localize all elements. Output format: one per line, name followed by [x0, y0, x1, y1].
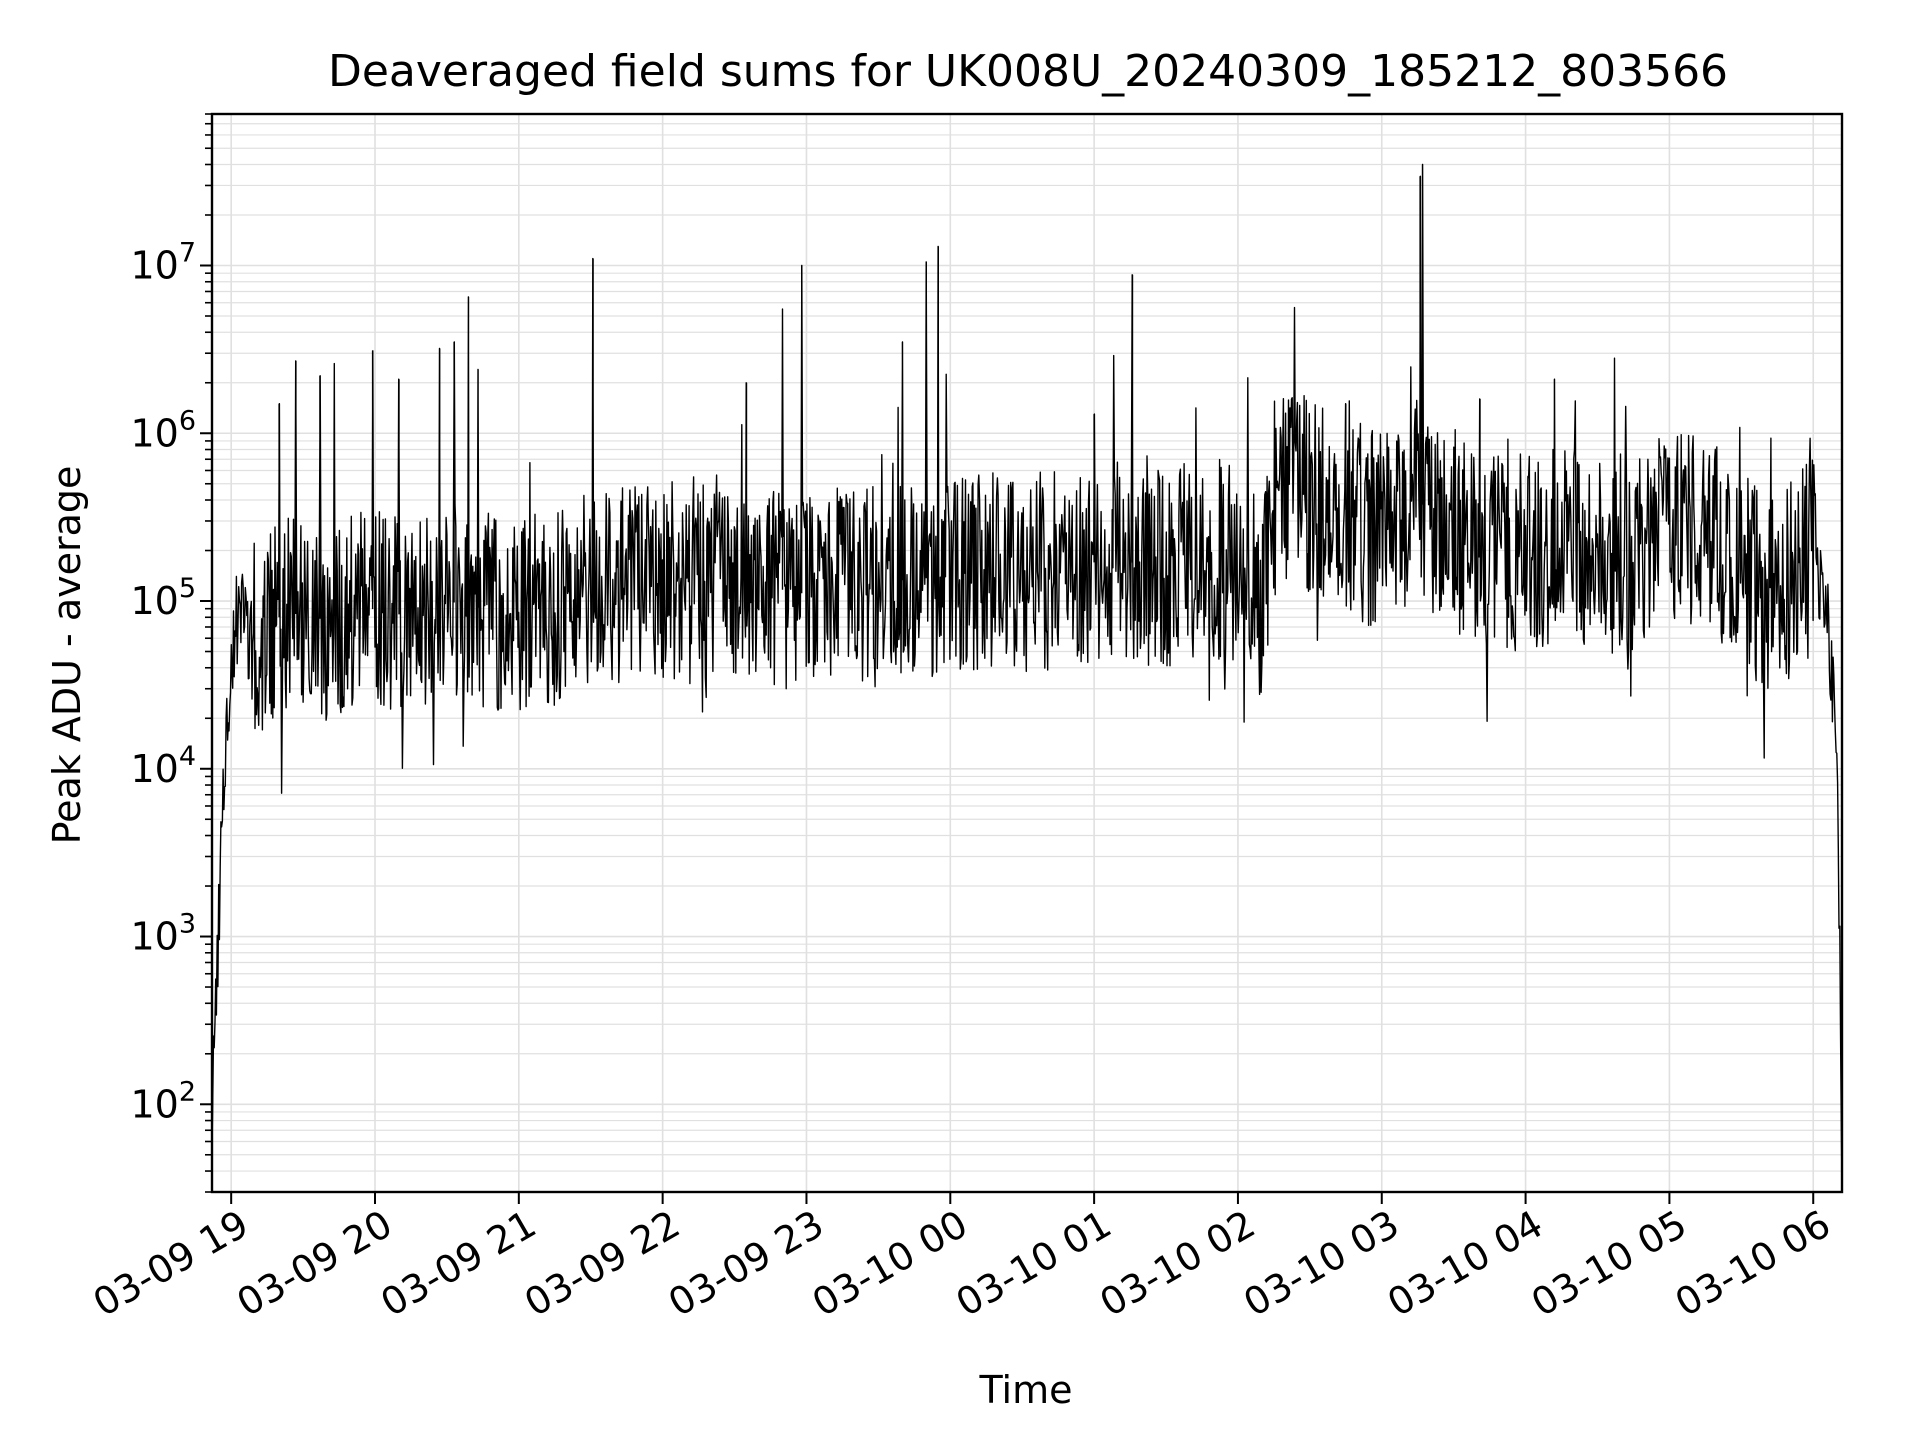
x-tick-label: 03-09 22 — [517, 1202, 687, 1326]
plot-frame — [210, 112, 1844, 1194]
y-axis-ticks: 102 103 104 105 106 107 — [130, 113, 212, 1193]
x-tick-label: 03-09 19 — [86, 1202, 256, 1326]
x-tick-label: 03-09 20 — [230, 1202, 400, 1326]
x-tick-label: 03-10 05 — [1524, 1202, 1694, 1326]
x-tick-label: 03-09 23 — [661, 1202, 831, 1326]
x-tick-label: 03-10 03 — [1236, 1202, 1406, 1326]
y-tick-label: 103 — [130, 909, 196, 959]
y-tick-label: 102 — [130, 1076, 196, 1126]
x-tick-label: 03-10 06 — [1668, 1202, 1838, 1326]
series-line — [211, 163, 1843, 1186]
x-tick-label: 03-10 00 — [805, 1202, 975, 1326]
y-tick-label: 106 — [130, 405, 196, 455]
y-axis-label: Peak ADU - average — [45, 466, 89, 845]
x-tick-label: 03-10 02 — [1092, 1202, 1262, 1326]
x-tick-label: 03-10 01 — [949, 1202, 1119, 1326]
y-tick-label: 105 — [130, 573, 196, 623]
x-axis-label: Time — [979, 1368, 1073, 1412]
chart-title: Deaveraged field sums for UK008U_2024030… — [328, 46, 1728, 97]
x-tick-label: 03-09 21 — [373, 1202, 543, 1326]
y-tick-label: 104 — [130, 741, 196, 791]
y-tick-label: 107 — [130, 237, 196, 287]
x-tick-label: 03-10 04 — [1380, 1202, 1550, 1326]
series-layer — [211, 163, 1843, 1186]
